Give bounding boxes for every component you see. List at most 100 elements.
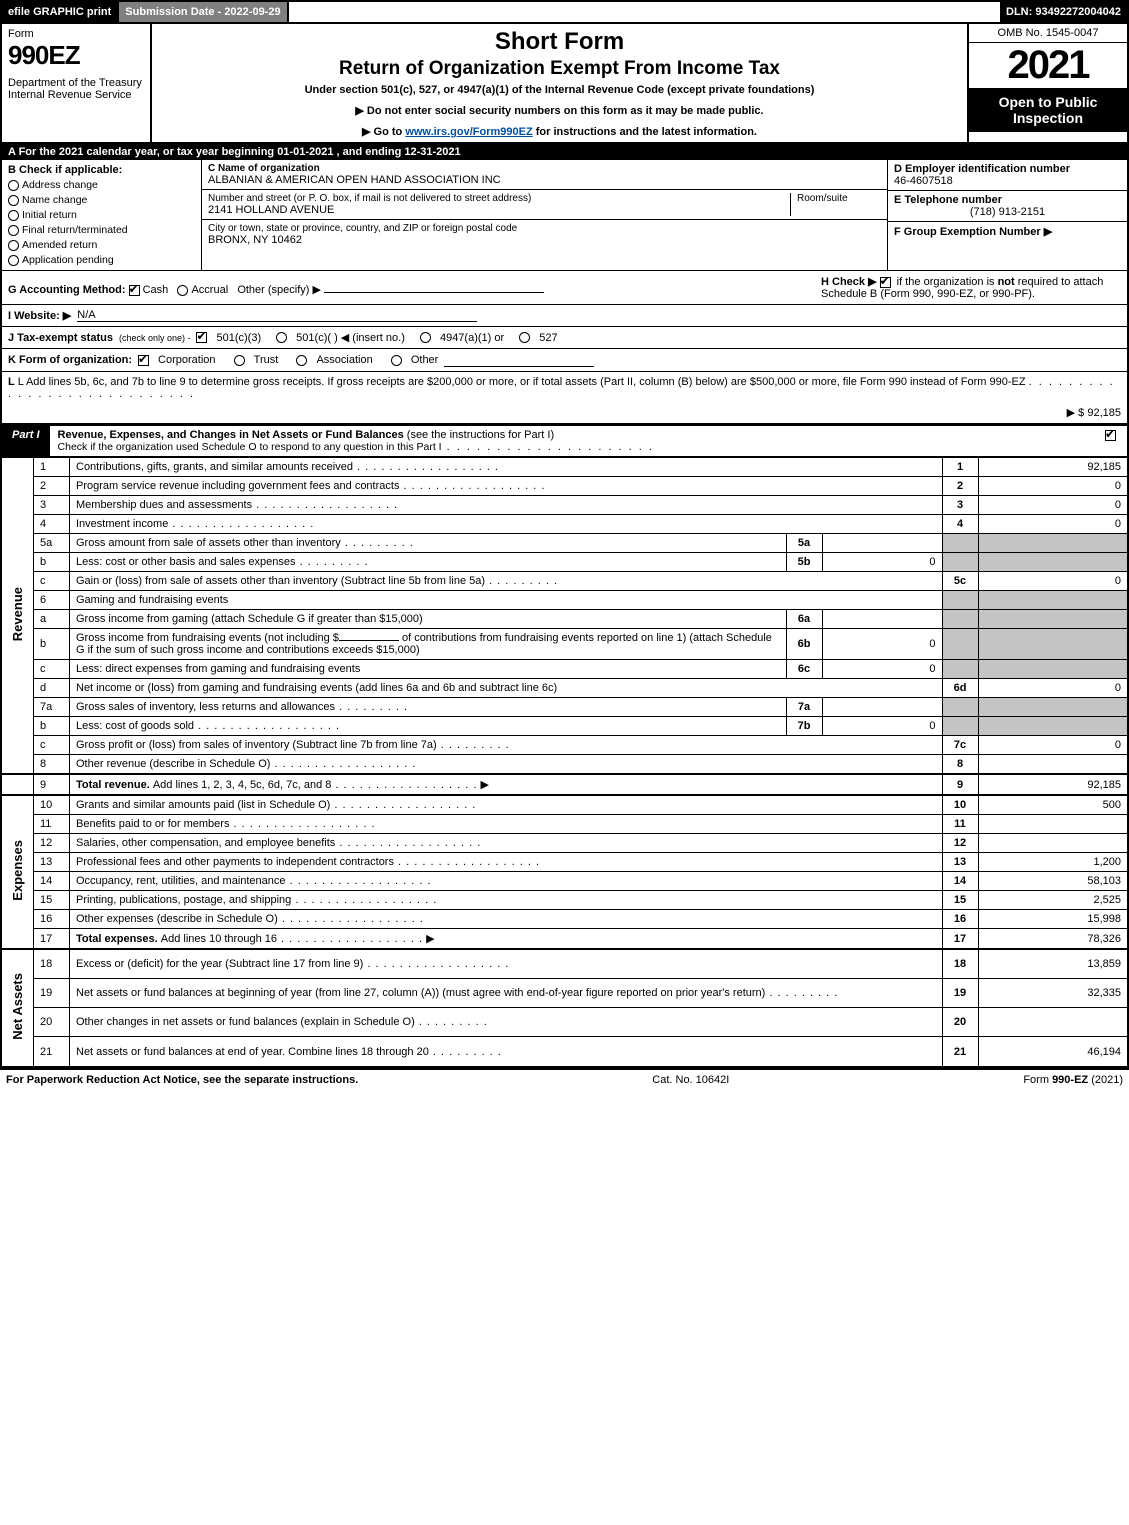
rad-association[interactable] [296,355,307,366]
form-word: Form [8,28,144,40]
chk-cash[interactable] [129,285,140,296]
revenue-side-cont [1,774,34,795]
j-501c: 501(c)( ) ◀ (insert no.) [296,331,405,344]
irs-link[interactable]: www.irs.gov/Form990EZ [405,126,532,138]
rad-accrual[interactable] [177,285,188,296]
l6b-sub: 6b [786,629,822,660]
form-number: 990EZ [8,40,144,71]
city-cell: City or town, state or province, country… [202,220,887,249]
submission-date: Submission Date - 2022-09-29 [119,2,288,22]
rad-trust[interactable] [234,355,245,366]
chk-corporation[interactable] [138,355,149,366]
goto-post: for instructions and the latest informat… [533,126,757,138]
l6d-val: 0 [978,679,1128,698]
l6c-num: c [34,660,70,679]
l7c-rnum: 7c [942,736,978,755]
l2-rnum: 2 [942,477,978,496]
chk-address-change[interactable]: Address change [8,179,195,191]
l7a-vgray [978,698,1128,717]
k-other: Other [411,354,439,366]
l6a-rgray [942,610,978,629]
l1-rnum: 1 [942,458,978,477]
l14-val: 58,103 [978,872,1128,891]
footer-catno: Cat. No. 10642I [652,1074,729,1086]
l7a-num: 7a [34,698,70,717]
l13-num: 13 [34,853,70,872]
efile-print-button[interactable]: efile GRAPHIC print [2,2,119,22]
l4-val: 0 [978,515,1128,534]
rad-501c[interactable] [276,332,287,343]
street-value: 2141 HOLLAND AVENUE [208,204,784,216]
l7b-subval: 0 [822,717,942,736]
l21-desc: Net assets or fund balances at end of ye… [70,1037,943,1067]
i-label: I Website: ▶ [8,309,71,322]
group-exemption-cell: F Group Exemption Number ▶ [888,222,1127,250]
l7a-desc: Gross sales of inventory, less returns a… [70,698,787,717]
l6b-desc: Gross income from fundraising events (no… [70,629,787,660]
return-title: Return of Organization Exempt From Incom… [160,58,959,80]
org-name-label: C Name of organization [208,163,881,174]
part1-title: Revenue, Expenses, and Changes in Net As… [50,426,1097,456]
rad-other-org[interactable] [391,355,402,366]
l10-val: 500 [978,795,1128,815]
j-4947: 4947(a)(1) or [440,332,504,344]
l3-rnum: 3 [942,496,978,515]
line-l: L L Add lines 5b, 6c, and 7b to line 9 t… [0,372,1129,425]
l6a-num: a [34,610,70,629]
l6b-rgray [942,629,978,660]
other-label: Other (specify) ▶ [237,284,321,296]
l5a-num: 5a [34,534,70,553]
l7a-rgray [942,698,978,717]
l6c-subval: 0 [822,660,942,679]
website-value: N/A [77,309,477,322]
l3-num: 3 [34,496,70,515]
chk-name-change[interactable]: Name change [8,194,195,206]
l16-num: 16 [34,910,70,929]
l7b-desc: Less: cost of goods sold [70,717,787,736]
line-k: K Form of organization: Corporation Trus… [0,349,1129,372]
l9-rnum: 9 [942,774,978,795]
l19-rnum: 19 [942,979,978,1008]
l5b-num: b [34,553,70,572]
chk-501c3[interactable] [196,332,207,343]
other-specify-input[interactable] [324,279,544,293]
l20-rnum: 20 [942,1008,978,1037]
chk-application-pending[interactable]: Application pending [8,254,195,266]
l-amount: ▶ $ 92,185 [1067,406,1121,419]
rad-527[interactable] [519,332,530,343]
chk-amended-return[interactable]: Amended return [8,239,195,251]
l5b-sub: 5b [786,553,822,572]
l8-desc: Other revenue (describe in Schedule O) [70,755,943,775]
l14-desc: Occupancy, rent, utilities, and maintena… [70,872,943,891]
l11-num: 11 [34,815,70,834]
chk-schedule-b[interactable] [880,277,891,288]
part1-check[interactable] [1097,426,1127,456]
l6c-vgray [978,660,1128,679]
l13-desc: Professional fees and other payments to … [70,853,943,872]
l15-rnum: 15 [942,891,978,910]
l3-val: 0 [978,496,1128,515]
ein-value: 46-4607518 [894,175,1121,187]
open-public-inspection: Open to Public Inspection [969,88,1127,132]
l5c-desc: Gain or (loss) from sale of assets other… [70,572,943,591]
goto-pre: ▶ Go to [362,126,405,138]
box-def: D Employer identification number 46-4607… [887,160,1127,270]
l7c-desc: Gross profit or (loss) from sales of inv… [70,736,943,755]
l5a-vgray [978,534,1128,553]
rad-4947[interactable] [420,332,431,343]
line-a: A For the 2021 calendar year, or tax yea… [0,144,1129,160]
l5b-vgray [978,553,1128,572]
j-label: J Tax-exempt status [8,332,113,344]
j-527: 527 [539,332,557,344]
tel-cell: E Telephone number (718) 913-2151 [888,191,1127,222]
chk-initial-return[interactable]: Initial return [8,209,195,221]
l12-desc: Salaries, other compensation, and employ… [70,834,943,853]
h-not: not [998,276,1015,288]
l15-num: 15 [34,891,70,910]
part1-table: Revenue 1Contributions, gifts, grants, a… [0,458,1129,1068]
line-gh: G Accounting Method: Cash Accrual Other … [0,271,1129,305]
l6b-vgray [978,629,1128,660]
l6c-sub: 6c [786,660,822,679]
chk-final-return[interactable]: Final return/terminated [8,224,195,236]
other-org-input[interactable] [444,353,594,367]
